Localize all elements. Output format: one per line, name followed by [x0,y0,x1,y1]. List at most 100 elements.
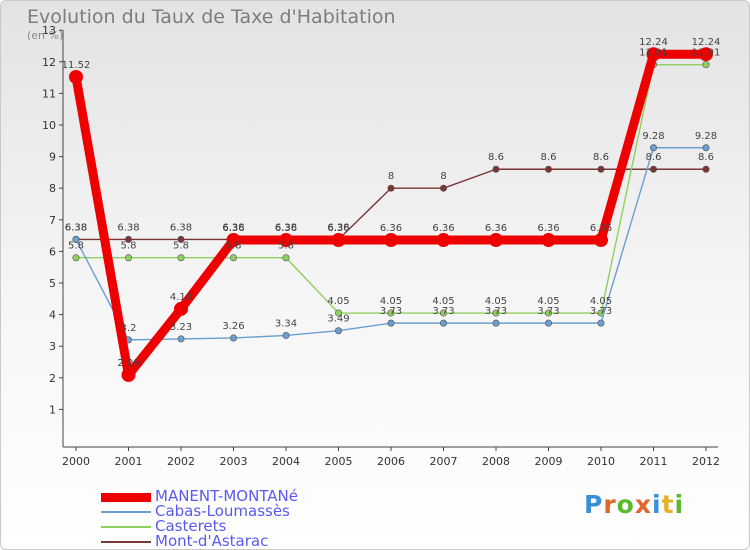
data-point [439,319,447,327]
data-label: 4.05 [537,296,559,307]
legend-swatch [101,511,151,513]
data-label: 6.36 [380,223,402,234]
x-tick-label: 2009 [535,455,563,468]
x-tick-label: 2000 [62,455,90,468]
data-label: 3.2 [121,323,137,334]
data-point [331,233,346,248]
legend-swatch [101,492,151,502]
data-label: 3.73 [380,306,402,317]
data-label: 4.05 [327,296,349,307]
data-label: 6.38 [117,222,139,233]
data-point [230,334,238,342]
brand-letter: t [661,490,675,519]
chart-subtitle: (en %) [27,29,64,42]
data-point [226,233,241,248]
data-point [702,165,710,173]
y-tick-label: 8 [49,182,56,195]
data-point [384,233,398,248]
data-label: 3.23 [170,322,192,333]
data-label: 11.91 [639,48,668,59]
data-point [177,335,185,343]
data-point [489,233,503,248]
x-tick-label: 2010 [587,455,615,468]
chart-title: Evolution du Taux de Taxe d'Habitation [27,6,396,28]
data-label: 4.05 [380,296,402,307]
data-label: 4.05 [590,296,612,307]
y-tick-label: 12 [42,56,56,69]
data-point [282,331,290,339]
data-label: 6.38 [275,222,297,233]
data-label: 12.24 [639,37,668,48]
data-label: 5.8 [226,241,242,252]
legend-label: Cabas-Loumassès [155,502,290,520]
data-label: 3.49 [327,314,349,325]
data-point [649,165,657,173]
data-label: 3.26 [222,321,244,332]
data-label: 6.36 [275,223,297,234]
data-label: 11.52 [62,60,91,71]
data-label: 6.36 [537,223,559,234]
data-label: 3.73 [485,306,507,317]
data-point [436,233,451,248]
data-point [282,254,290,262]
data-point [334,309,342,317]
data-point [69,69,83,84]
data-point [702,144,710,152]
data-point [597,165,605,173]
data-label: 6.38 [222,222,244,233]
data-point [544,319,552,327]
data-label: 5.8 [68,241,84,252]
data-point [492,165,500,173]
data-label: 5.8 [121,241,137,252]
data-label: 4.05 [432,296,454,307]
data-label: 8.6 [698,152,714,163]
data-label: 4.05 [485,296,507,307]
y-tick-label: 11 [42,87,56,100]
data-point [387,309,395,317]
y-tick-label: 4 [49,309,56,322]
data-point [387,184,395,192]
data-label: 8 [440,171,446,182]
brand-letter: i [674,490,685,519]
data-label: 9.28 [695,131,717,142]
data-label: 3.73 [590,306,612,317]
data-label: 8.6 [488,152,504,163]
data-label: 2.09 [117,358,139,369]
data-point [174,301,188,316]
legend-label: MANENT-MONTANé [155,487,298,505]
data-label: 8.6 [593,152,609,163]
data-point [699,47,713,62]
data-point [387,319,395,327]
x-tick-label: 2002 [167,455,195,468]
data-label: 5.8 [278,241,294,252]
x-tick-label: 2003 [220,455,248,468]
data-point [125,254,133,262]
data-point [492,309,500,317]
legend-label: Casterets [155,517,227,535]
legend-swatch [101,541,151,543]
data-point [544,165,552,173]
data-point [177,254,185,262]
x-tick-label: 2008 [482,455,510,468]
x-tick-label: 2007 [430,455,458,468]
data-point [121,367,136,382]
data-point [72,254,80,262]
brand-letter: P [584,490,604,519]
data-point [544,309,552,317]
data-point [646,47,661,62]
y-tick-label: 1 [49,403,56,416]
data-label: 3.34 [275,318,297,329]
y-tick-label: 3 [49,340,56,353]
data-point [72,235,80,243]
legend-swatch [101,526,151,528]
data-label: 6.38 [170,222,192,233]
brand-letter: r [603,490,617,519]
data-label: 6.38 [65,222,87,233]
x-tick-label: 2004 [272,455,300,468]
y-tick-label: 6 [49,245,56,258]
data-label: 9.28 [642,131,664,142]
data-label: 11.91 [692,48,721,59]
data-label: 8.6 [541,152,557,163]
x-tick-label: 2001 [115,455,143,468]
